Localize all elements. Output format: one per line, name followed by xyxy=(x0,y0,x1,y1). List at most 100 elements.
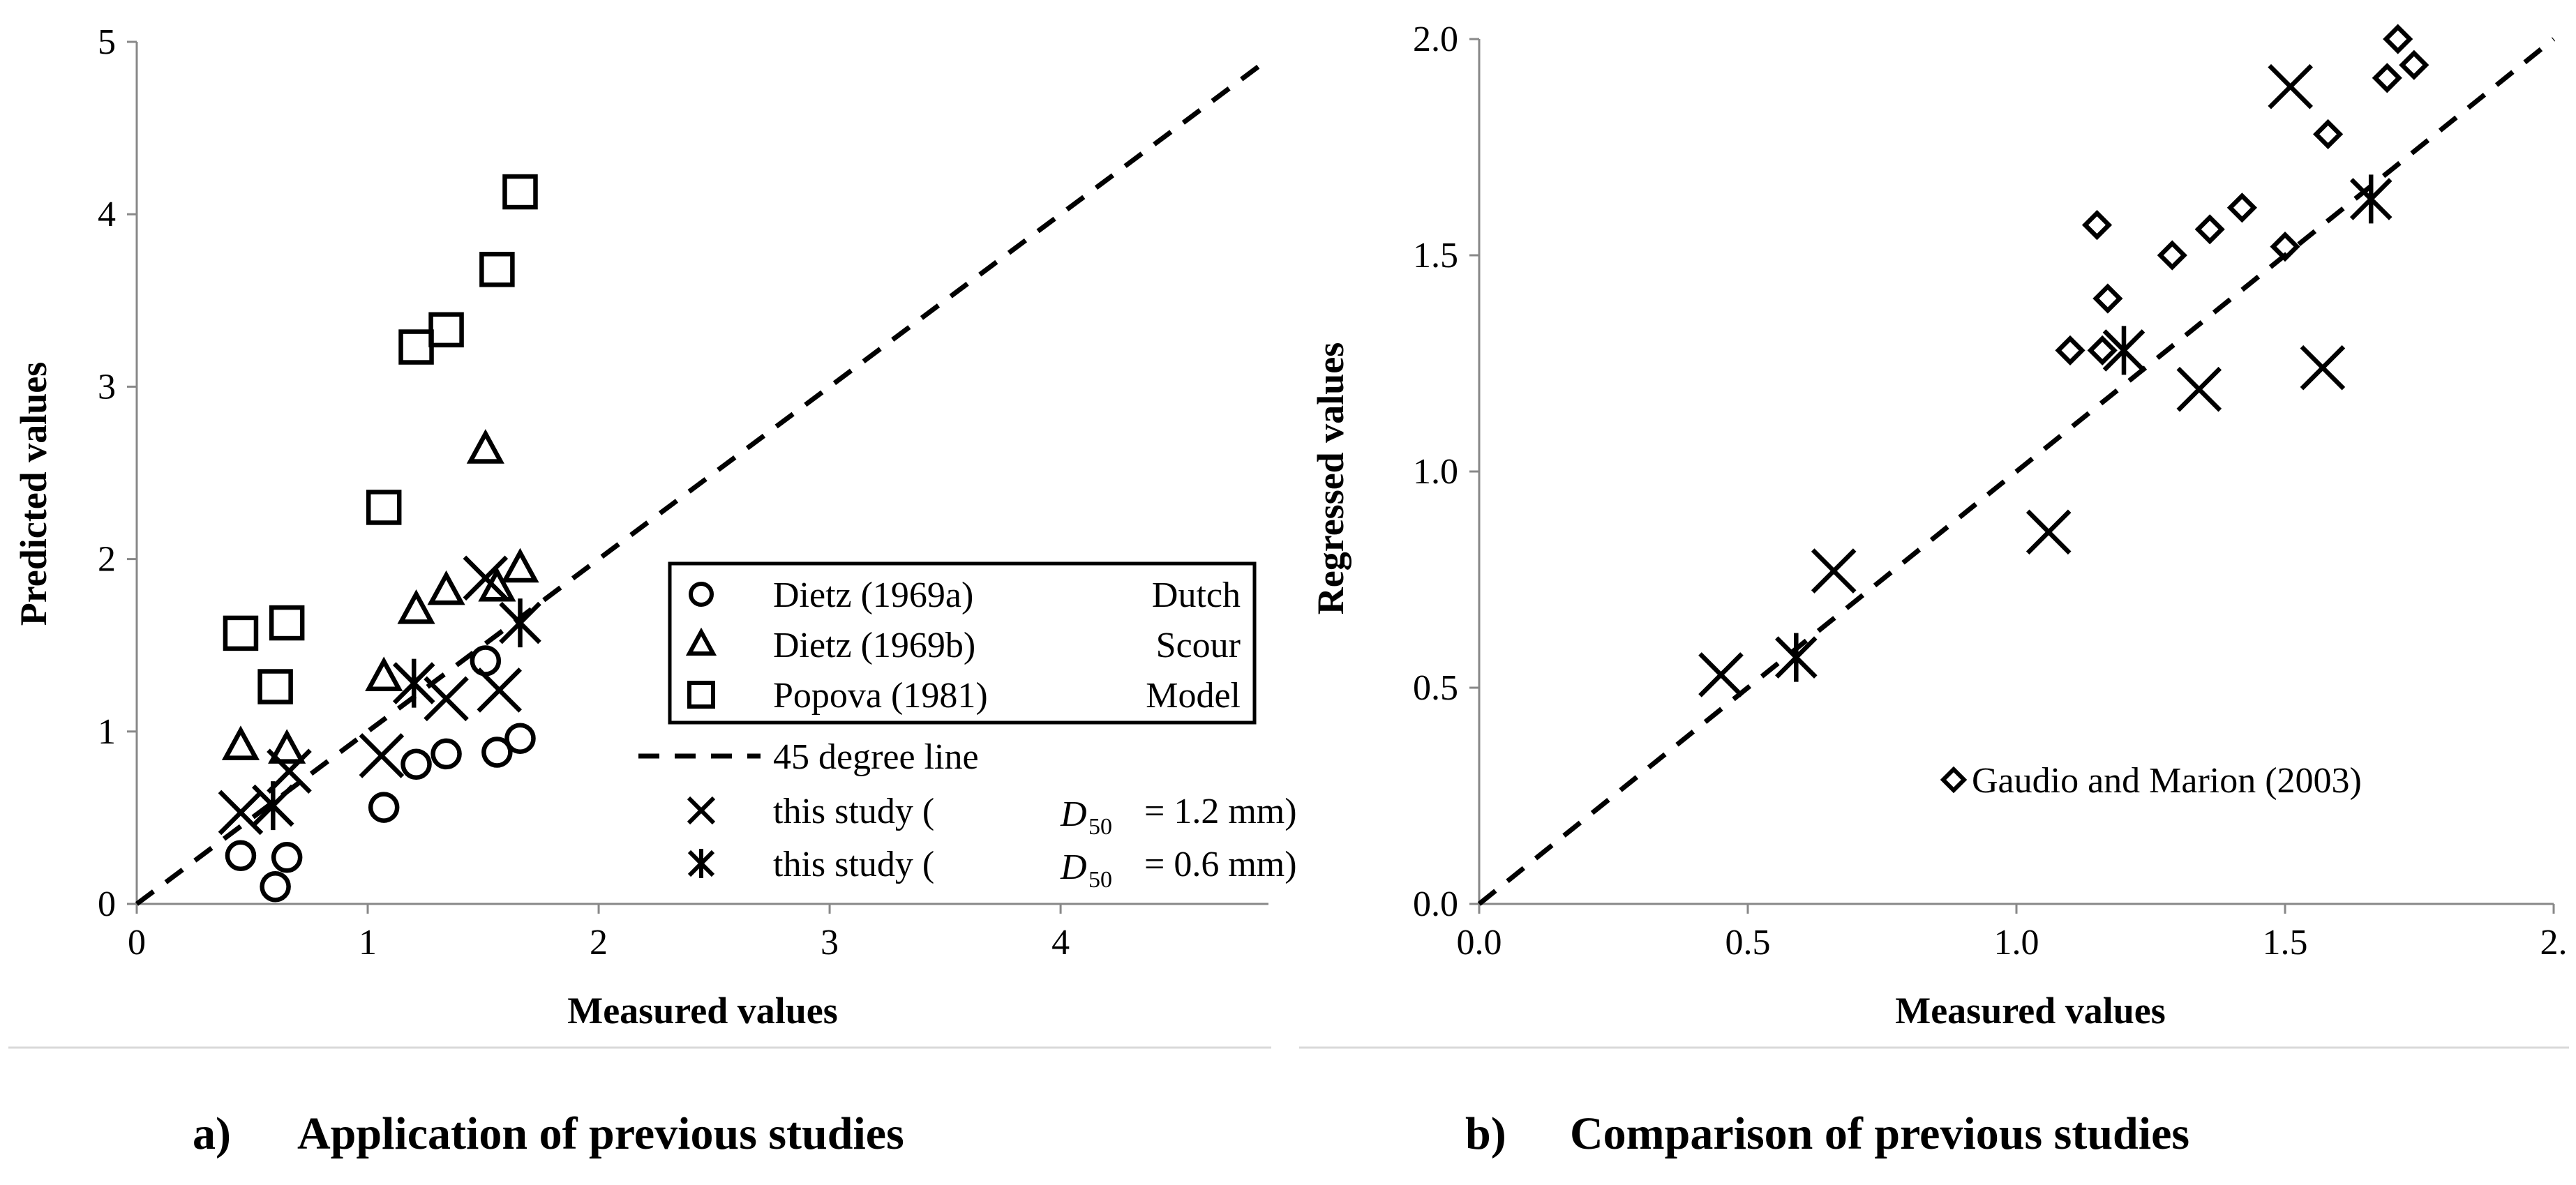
x-axis-title: Measured values xyxy=(567,990,838,1032)
x-tick-label: 1 xyxy=(359,923,377,963)
y-tick-label: 4 xyxy=(98,195,116,234)
legend-marker-x xyxy=(687,796,716,825)
data-point-circle xyxy=(504,723,536,754)
panel-a-caption: a) Application of previous studies xyxy=(193,1108,904,1161)
legend-label: 45 degree line xyxy=(773,737,979,777)
data-point-x xyxy=(359,733,405,778)
legend-label: Popova (1981) xyxy=(773,676,988,716)
y-axis-title: Predicted values xyxy=(13,362,54,626)
data-point-triangle xyxy=(221,725,260,760)
legend-label: Dietz (1969a) xyxy=(773,575,973,615)
data-point-circle xyxy=(400,748,432,780)
data-point-diamond xyxy=(2383,24,2413,54)
legend-label-symbol: D xyxy=(1060,794,1087,834)
data-point-x xyxy=(2300,345,2346,391)
data-point-triangle xyxy=(365,656,403,692)
y-tick-label: 1.5 xyxy=(1413,236,1458,276)
data-point-diamond xyxy=(2399,50,2429,80)
data-point-star xyxy=(2349,174,2392,224)
legend-label: this study ( xyxy=(773,792,934,831)
data-point-x xyxy=(2176,366,2222,412)
data-point-circle xyxy=(430,738,462,770)
panel-b-caption-label: b) xyxy=(1465,1108,1506,1159)
data-point-square xyxy=(502,174,538,210)
panel-b-caption: b) Comparison of previous studies xyxy=(1465,1108,2189,1161)
data-point-diamond xyxy=(2055,335,2085,365)
y-tick-label: 0.5 xyxy=(1413,668,1458,708)
series-star xyxy=(1775,174,2392,682)
data-point-circle xyxy=(481,737,513,768)
x-tick-label: 4 xyxy=(1051,923,1070,963)
legend-box xyxy=(668,561,1257,725)
legend-a: Dietz (1969a) Dutch Dietz (1969b) Scour Popo… xyxy=(638,558,1297,893)
data-point-x xyxy=(477,667,523,713)
data-point-triangle xyxy=(268,729,306,764)
data-point-diamond xyxy=(2092,283,2123,314)
data-point-circle xyxy=(368,792,400,823)
legend-box-text: Dutch xyxy=(1152,575,1241,615)
legend-b: Gaudio and Marion (2003) xyxy=(1940,761,2362,801)
legend-label-subscript: 50 xyxy=(1088,814,1112,840)
data-point-diamond xyxy=(2157,240,2187,271)
chart-b: 0.0 0.5 1.0 1.5 2. 0.0 0.5 1.0 1.5 2.0 Measured va… xyxy=(1299,20,2569,1049)
data-point-diamond xyxy=(2372,63,2402,93)
series-circle xyxy=(225,645,536,903)
data-point-diamond xyxy=(2270,232,2300,262)
legend-background xyxy=(649,558,1263,882)
legend-label-subscript: 50 xyxy=(1088,867,1112,893)
data-point-square xyxy=(366,490,402,525)
data-point-triangle xyxy=(478,566,516,602)
data-point-triangle xyxy=(427,570,465,605)
legend-box-text: Model xyxy=(1146,676,1241,716)
y-tick-label: 0 xyxy=(98,884,116,924)
data-point-diamond xyxy=(2087,335,2118,365)
panel-b-caption-text: Comparison of previous studies xyxy=(1570,1108,2190,1159)
data-point-diamond xyxy=(2313,119,2344,149)
data-point-diamond xyxy=(2226,193,2257,223)
data-point-star xyxy=(499,598,541,648)
y-tick-label: 2 xyxy=(98,540,116,580)
legend-label-tail: = 1.2 mm) xyxy=(1144,792,1297,831)
data-point-triangle xyxy=(501,548,539,583)
series-x xyxy=(1698,63,2346,697)
legend-label: Dietz (1969b) xyxy=(773,626,975,665)
series-star xyxy=(252,598,541,831)
data-point-x xyxy=(2025,509,2072,555)
legend-box-text: Scour xyxy=(1156,626,1241,665)
x-tick-label: 2 xyxy=(590,923,608,963)
y-tick-label: 3 xyxy=(98,367,116,407)
x-tick-label: 0.5 xyxy=(1725,923,1771,963)
x-axis-title: Measured values xyxy=(1895,990,2166,1032)
legend-marker-star xyxy=(687,849,715,878)
series-square xyxy=(223,174,538,704)
x-tick-label: 2. xyxy=(2540,923,2568,963)
x-tick-label: 1.0 xyxy=(1994,923,2039,963)
panel-a-caption-text: Application of previous studies xyxy=(297,1108,904,1159)
data-point-square xyxy=(269,605,305,641)
data-point-diamond xyxy=(2194,214,2225,245)
data-point-circle xyxy=(470,645,502,677)
data-point-x xyxy=(218,790,264,836)
x-tick-label: 1.5 xyxy=(2263,923,2308,963)
x-tick-label: 0 xyxy=(128,923,146,963)
data-point-star xyxy=(2102,326,2146,375)
reference-45-degree-line xyxy=(135,56,1271,906)
x-tick-label: 0.0 xyxy=(1457,923,1502,963)
data-point-star xyxy=(252,781,294,831)
legend-marker-circle xyxy=(689,582,714,607)
data-point-circle xyxy=(225,840,257,872)
data-point-square xyxy=(428,312,464,348)
legend-marker-square xyxy=(687,681,715,709)
y-tick-label: 0.0 xyxy=(1413,884,1458,924)
data-point-triangle xyxy=(397,589,435,624)
data-point-circle xyxy=(260,871,291,903)
data-point-x xyxy=(424,676,469,722)
legend-marker-triangle xyxy=(685,627,717,656)
y-tick-label: 2.0 xyxy=(1413,20,1458,59)
data-point-star xyxy=(392,658,435,708)
legend-label: Gaudio and Marion (2003) xyxy=(1972,761,2362,801)
data-point-diamond xyxy=(2081,210,2113,241)
data-point-star xyxy=(1775,633,1818,682)
data-point-square xyxy=(479,252,515,287)
